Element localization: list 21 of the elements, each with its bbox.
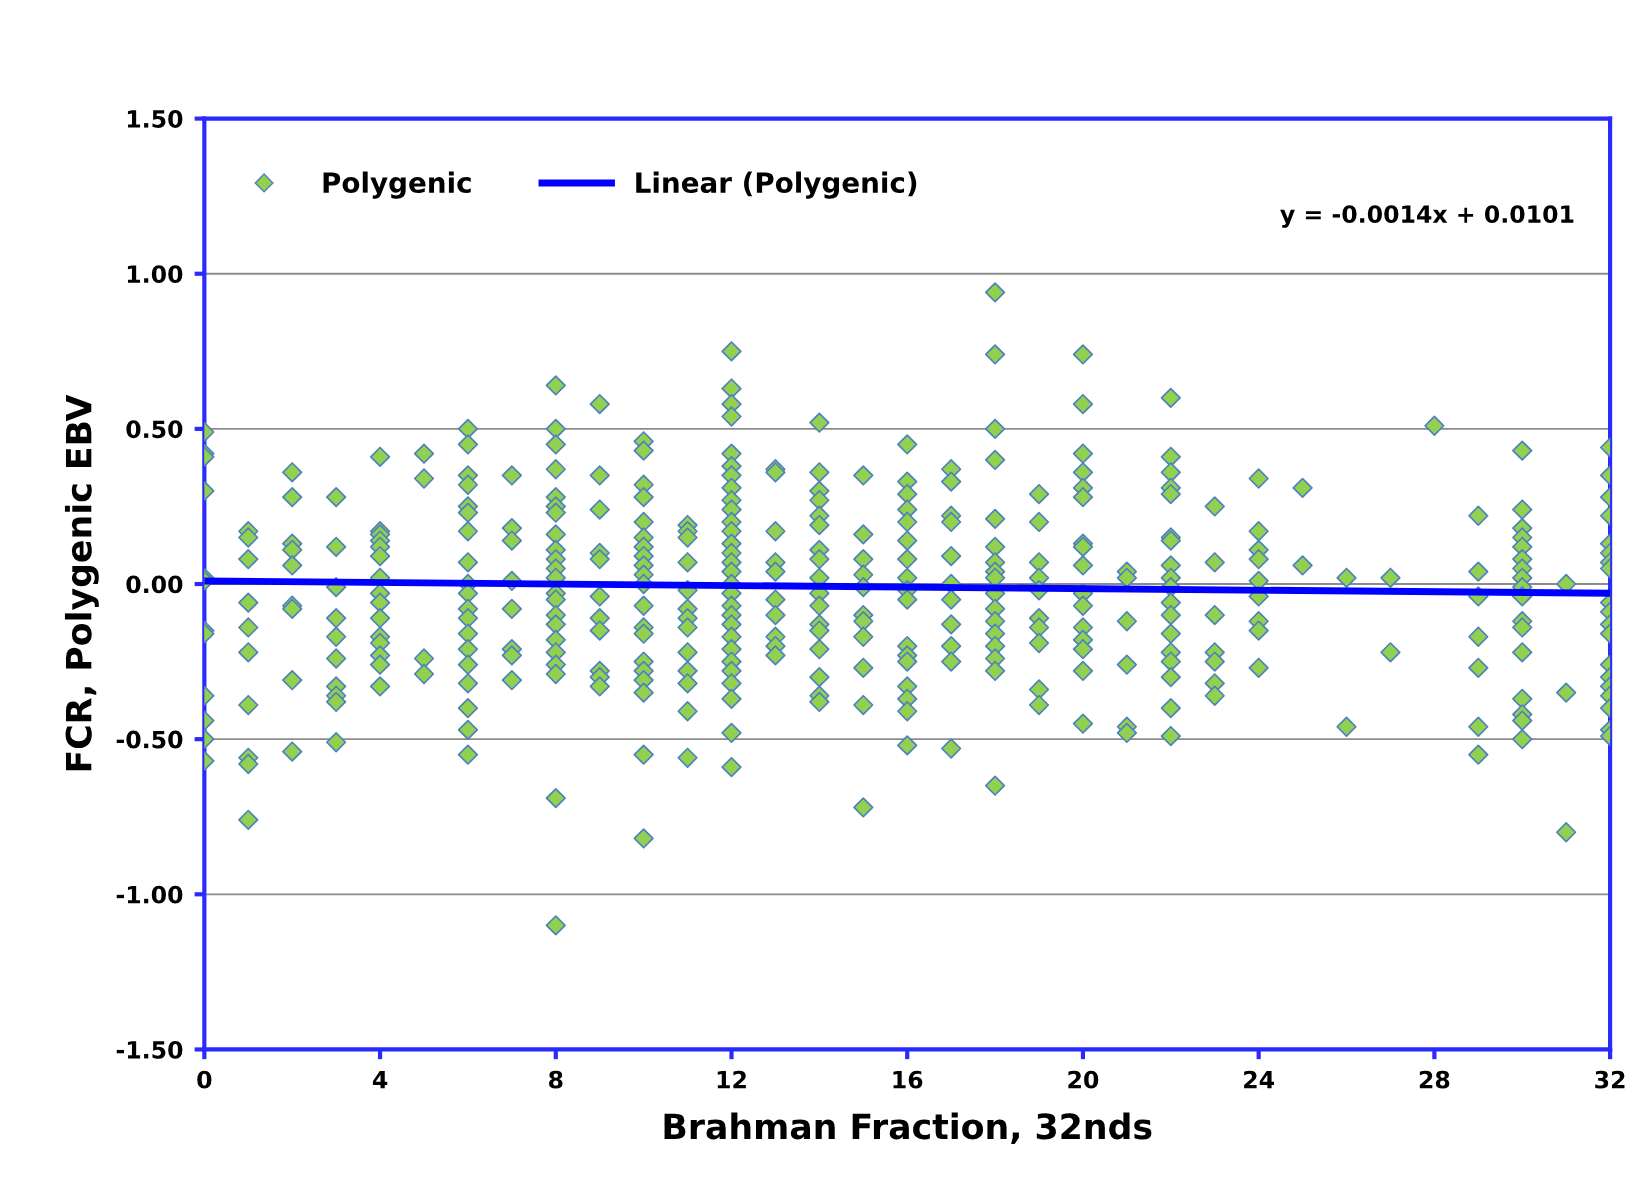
annotation: y = -0.0014x + 0.0101 bbox=[1280, 205, 1574, 228]
x-tick-label: 8 bbox=[549, 1070, 563, 1089]
y-tick-label: 0.00 bbox=[126, 575, 183, 594]
legend-label: Linear (Polygenic) bbox=[636, 171, 917, 199]
y-tick-label: 1.50 bbox=[127, 110, 183, 128]
x-axis-title: Brahman Fraction, 32nds bbox=[664, 1112, 1152, 1144]
x-tick-label: 20 bbox=[1068, 1070, 1099, 1089]
x-tick-label: 16 bbox=[893, 1070, 923, 1089]
y-tick-label: -1.00 bbox=[116, 885, 183, 904]
x-tick-label: 32 bbox=[1595, 1070, 1625, 1089]
x-tick-label: 28 bbox=[1419, 1070, 1450, 1089]
legend-label: Polygenic bbox=[323, 171, 471, 199]
x-tick-label: 24 bbox=[1244, 1070, 1274, 1089]
y-tick-label: 1.00 bbox=[127, 265, 183, 284]
x-tick-label: 0 bbox=[197, 1070, 212, 1089]
x-tick-label: 4 bbox=[372, 1071, 388, 1089]
y-tick-label: -0.50 bbox=[116, 730, 183, 749]
x-tick-label: 12 bbox=[717, 1070, 746, 1089]
y-tick-label: -1.50 bbox=[116, 1040, 183, 1059]
y-tick-label: 0.50 bbox=[126, 420, 183, 439]
y-axis-title: FCR, Polygenic EBV bbox=[64, 394, 99, 771]
